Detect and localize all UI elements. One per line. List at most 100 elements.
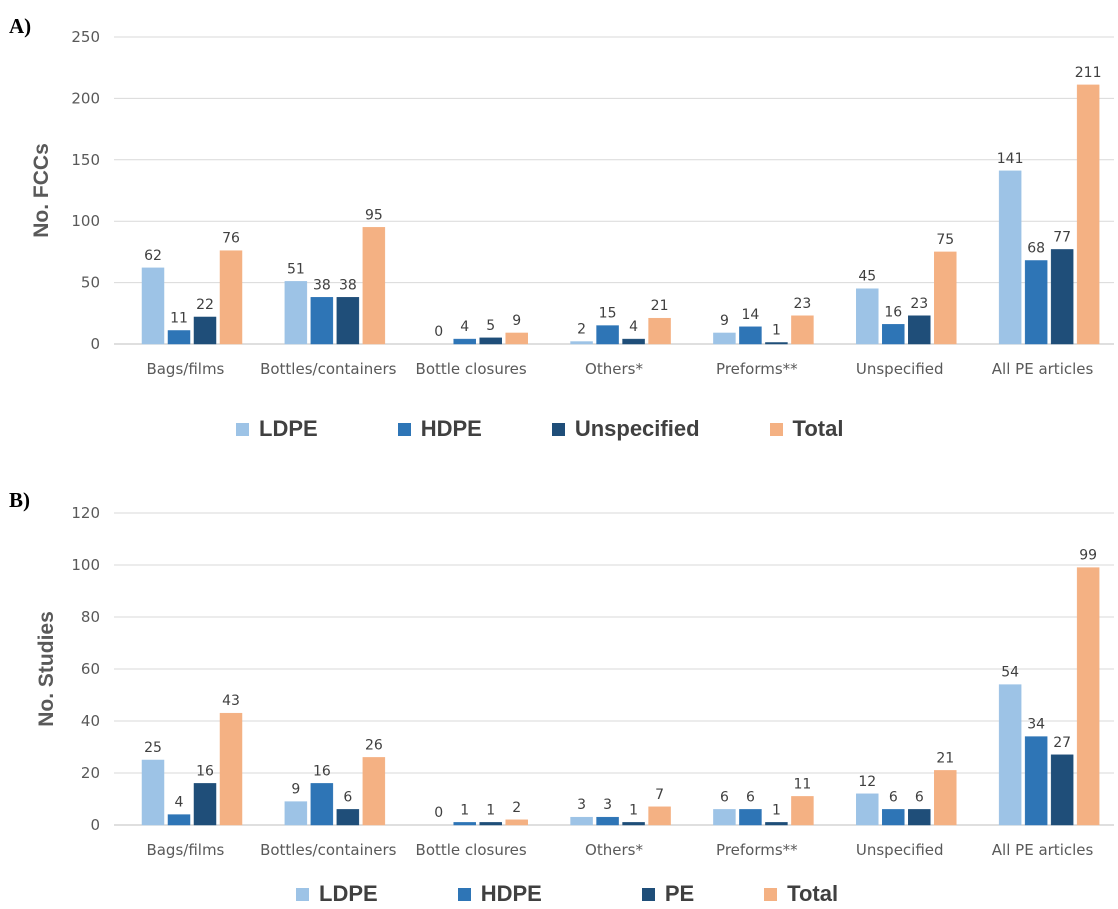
bar-total [934, 770, 957, 826]
bar-ldpe [141, 267, 165, 345]
bar-unspecified [193, 316, 217, 345]
x-category-label: Preforms** [716, 360, 798, 378]
legend-item-hdpe: HDPE [457, 881, 542, 907]
bar-hdpe [167, 330, 191, 345]
data-label: 11 [170, 310, 188, 326]
data-label: 2 [577, 322, 586, 338]
bar-hdpe [1024, 736, 1048, 826]
data-label: 6 [720, 789, 729, 805]
y-tick-label: 40 [81, 712, 100, 730]
data-label: 4 [629, 319, 638, 335]
data-label: 7 [655, 787, 664, 803]
data-label: 6 [746, 789, 755, 805]
data-label: 62 [144, 248, 162, 264]
y-tick-label: 250 [71, 28, 100, 46]
bar-total [219, 712, 243, 826]
data-label: 4 [175, 795, 184, 811]
data-label: 9 [291, 782, 300, 798]
legend-item-pe: PE [641, 881, 694, 907]
data-label: 68 [1027, 240, 1045, 256]
legend-swatch [764, 887, 778, 901]
legend-label: Total [792, 416, 844, 441]
bar-total [1076, 84, 1100, 345]
bar-total [362, 227, 386, 345]
data-label: 11 [794, 776, 812, 792]
y-axis-title: No. Studies [35, 611, 58, 727]
panel-a-letter: A) [9, 14, 32, 38]
data-label: 27 [1053, 735, 1071, 751]
data-label: 76 [222, 231, 240, 247]
data-label: 15 [599, 306, 617, 322]
bar-hdpe [739, 809, 762, 826]
data-label: 6 [343, 789, 352, 805]
bar-pe [765, 822, 788, 826]
bar-total [648, 317, 671, 345]
y-tick-label: 120 [71, 504, 100, 522]
data-label: 26 [365, 737, 383, 753]
bar-hdpe [167, 814, 191, 826]
legend-swatch [551, 422, 565, 436]
data-label: 1 [772, 802, 781, 818]
data-label: 95 [365, 207, 383, 223]
bar-ldpe [284, 281, 308, 345]
bar-hdpe [1024, 260, 1048, 345]
data-label: 45 [858, 269, 876, 285]
bar-unspecified [479, 337, 502, 345]
legend-chart-a: LDPE HDPE Unspecified Total [236, 414, 843, 444]
bar-unspecified [765, 342, 788, 345]
data-label: 6 [915, 789, 924, 805]
bar-total [648, 806, 671, 826]
data-label: 77 [1053, 229, 1071, 245]
bar-ldpe [856, 288, 879, 345]
bar-ldpe [141, 759, 165, 826]
legend-swatch [457, 887, 471, 901]
bar-unspecified [336, 297, 360, 345]
y-tick-label: 0 [90, 816, 100, 834]
data-label: 38 [339, 277, 357, 293]
data-label: 0 [434, 805, 443, 821]
data-label: 1 [629, 802, 638, 818]
y-axis-title: No. FCCs [30, 143, 53, 238]
x-category-label: Bottles/containers [260, 841, 397, 859]
data-label: 0 [434, 324, 443, 340]
bar-hdpe [453, 338, 476, 345]
data-label: 141 [997, 151, 1024, 167]
bar-pe [622, 822, 645, 826]
bar-pe [479, 822, 502, 826]
data-label: 211 [1075, 65, 1102, 81]
bar-ldpe [570, 341, 593, 345]
bar-ldpe [284, 801, 308, 826]
legend-swatch [769, 422, 783, 436]
bar-total [505, 332, 528, 345]
legend-swatch [397, 422, 411, 436]
data-label: 22 [196, 297, 214, 313]
data-label: 23 [794, 296, 812, 312]
data-label: 43 [222, 693, 240, 709]
data-label: 21 [936, 750, 954, 766]
data-label: 23 [910, 296, 928, 312]
x-category-label: Bottles/containers [260, 360, 397, 378]
data-label: 4 [460, 319, 469, 335]
legend-label: HDPE [480, 881, 542, 906]
bar-total [791, 315, 814, 345]
bar-ldpe [998, 684, 1022, 826]
bar-pe [336, 809, 360, 826]
bar-hdpe [596, 816, 619, 826]
data-label: 54 [1001, 665, 1019, 681]
data-label: 14 [742, 307, 760, 323]
bar-ldpe [570, 816, 593, 826]
legend-label: Unspecified [574, 416, 700, 441]
y-tick-label: 100 [71, 556, 100, 574]
bar-hdpe [882, 809, 905, 826]
legend-label: HDPE [420, 416, 482, 441]
bar-hdpe [882, 324, 905, 345]
y-tick-label: 200 [71, 89, 100, 107]
bar-total [219, 250, 243, 345]
bar-unspecified [1050, 249, 1074, 345]
data-label: 1 [772, 323, 781, 339]
data-label: 75 [936, 232, 954, 248]
bar-hdpe [310, 297, 334, 345]
data-label: 1 [460, 802, 469, 818]
bar-unspecified [908, 315, 931, 345]
